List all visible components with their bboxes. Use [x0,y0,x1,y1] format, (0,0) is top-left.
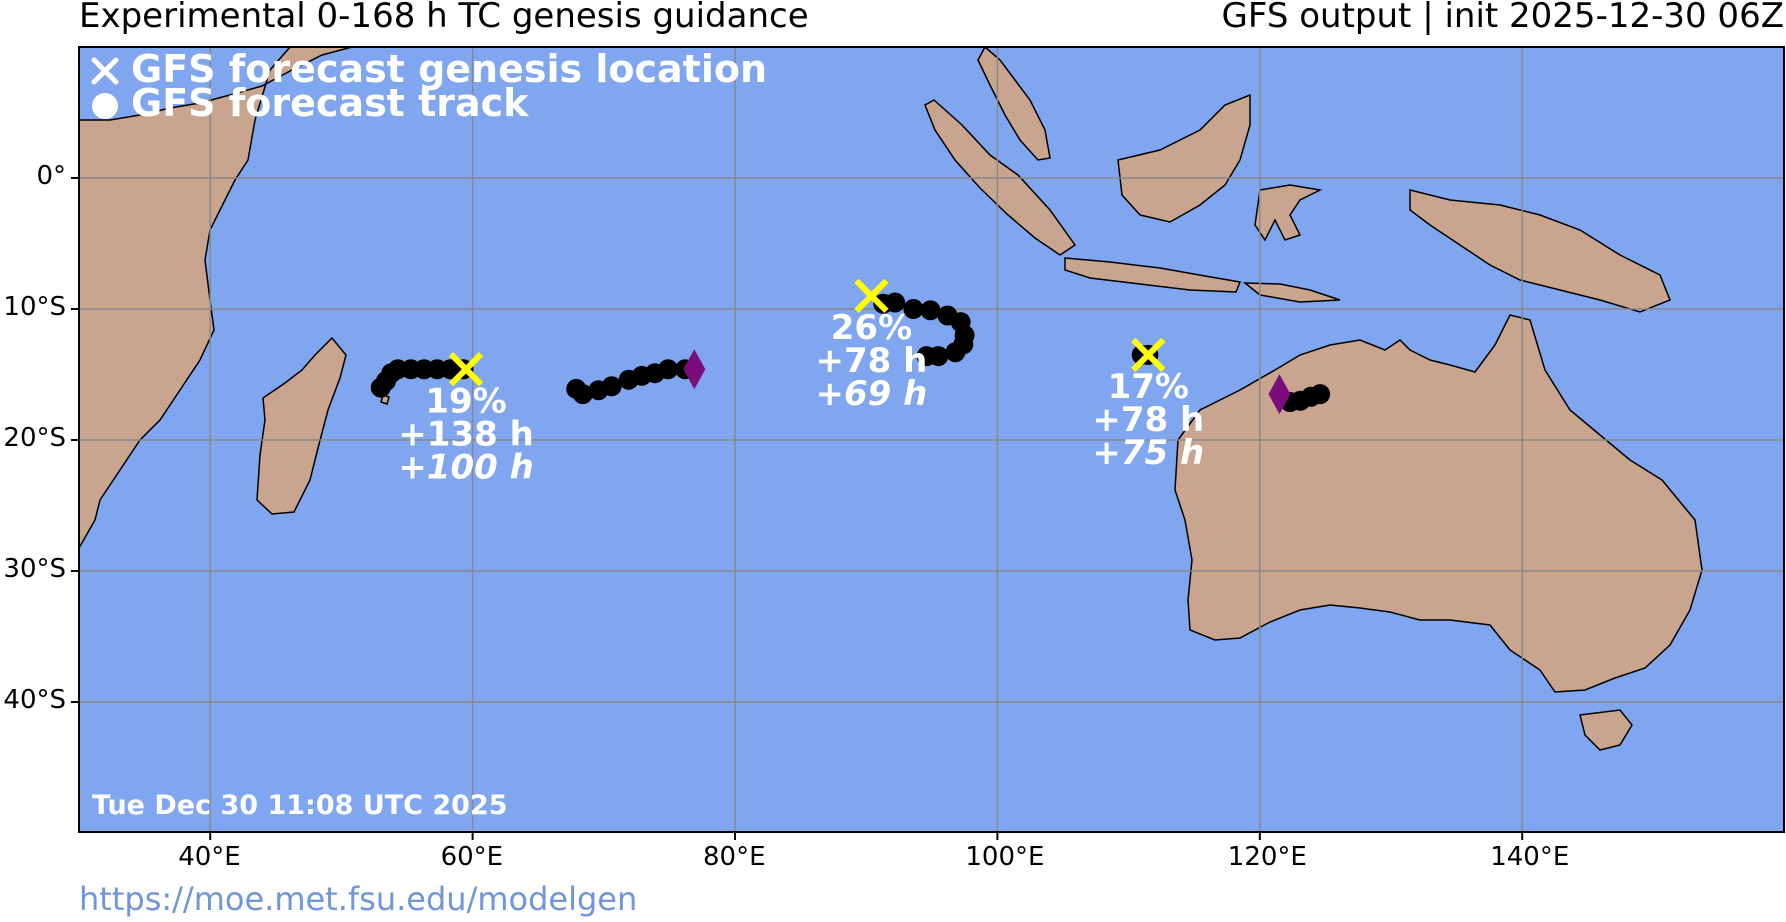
legend-genesis-label: GFS forecast genesis location [131,47,767,91]
track-point [572,384,593,405]
lon-label: 100°E [965,842,1045,872]
axis-ticks [71,177,1524,840]
secondary-lead-value: 69 h [844,374,927,414]
genesis-lead-time: +78 h [1092,400,1204,440]
genesis-probability: 26% [831,308,912,348]
lon-label: 40°E [178,842,241,872]
diamond-marker [1268,374,1291,415]
legend-genesis-icon [91,57,119,85]
secondary-lead-prefix: + [1092,433,1121,473]
track-point [1310,384,1331,405]
model-init-label: GFS output | init 2025-12-30 06Z [1221,0,1784,36]
secondary-lead-prefix: + [398,447,427,487]
valid-timestamp: Tue Dec 30 11:08 UTC 2025 [92,790,508,821]
landmasses [79,47,1703,751]
legend-track-icon [92,93,118,119]
track-point [601,376,622,397]
secondary-lead-prefix: + [816,374,845,414]
genesis-markers [448,278,1291,415]
africa-landmass [79,47,353,550]
lon-label: 140°E [1490,842,1570,872]
lon-label: 60°E [440,842,504,872]
secondary-lead-value: 100 h [427,447,534,487]
lat-label: 20°S [3,423,66,453]
java-landmass [1064,257,1242,293]
genesis-x-marker [1131,337,1166,372]
new-guinea-landmass [1409,189,1671,313]
genesis-lead-time: +138 h [398,414,534,454]
map-title: Experimental 0-168 h TC genesis guidance [79,0,809,36]
lat-label: 10°S [3,292,66,322]
legend-track-label: GFS forecast track [131,81,529,125]
genesis-x-marker [448,352,484,387]
tasmania-landmass [1579,709,1633,751]
source-url-link[interactable]: https://moe.met.fsu.edu/modelgen [79,880,638,918]
malay-peninsula-landmass [977,47,1051,161]
lon-label: 80°E [703,842,766,872]
track-point [945,342,966,363]
madagascar-landmass [256,336,347,515]
lat-label: 40°S [3,685,66,715]
secondary-lead-time: +69 h [816,374,928,414]
lon-label: 120°E [1227,842,1307,872]
genesis-probability: 17% [1108,367,1189,407]
secondary-lead-time: +75 h [1092,433,1204,473]
diamond-marker [683,349,706,390]
system-labels: 19%+138 h+100 h26%+78 h+69 h 17%+78 h+75 … [398,308,1204,487]
genesis-x-marker [854,278,889,314]
track-point [903,299,924,319]
secondary-lead-time: +100 h [398,447,534,487]
genesis-probability: 19% [425,381,506,421]
track-point [920,300,941,321]
track-point [916,346,937,367]
borneo-landmass [1117,93,1251,223]
lat-label: 30°S [3,554,66,584]
secondary-lead-value: 75 h [1121,433,1204,473]
sulawesi-landmass [1254,184,1323,242]
track-point [658,359,679,380]
genesis-lead-time: +78 h [816,341,928,381]
legend: GFS forecast genesis location GFS foreca… [91,47,767,125]
lat-label: 0° [36,161,66,191]
track-point [885,292,906,313]
